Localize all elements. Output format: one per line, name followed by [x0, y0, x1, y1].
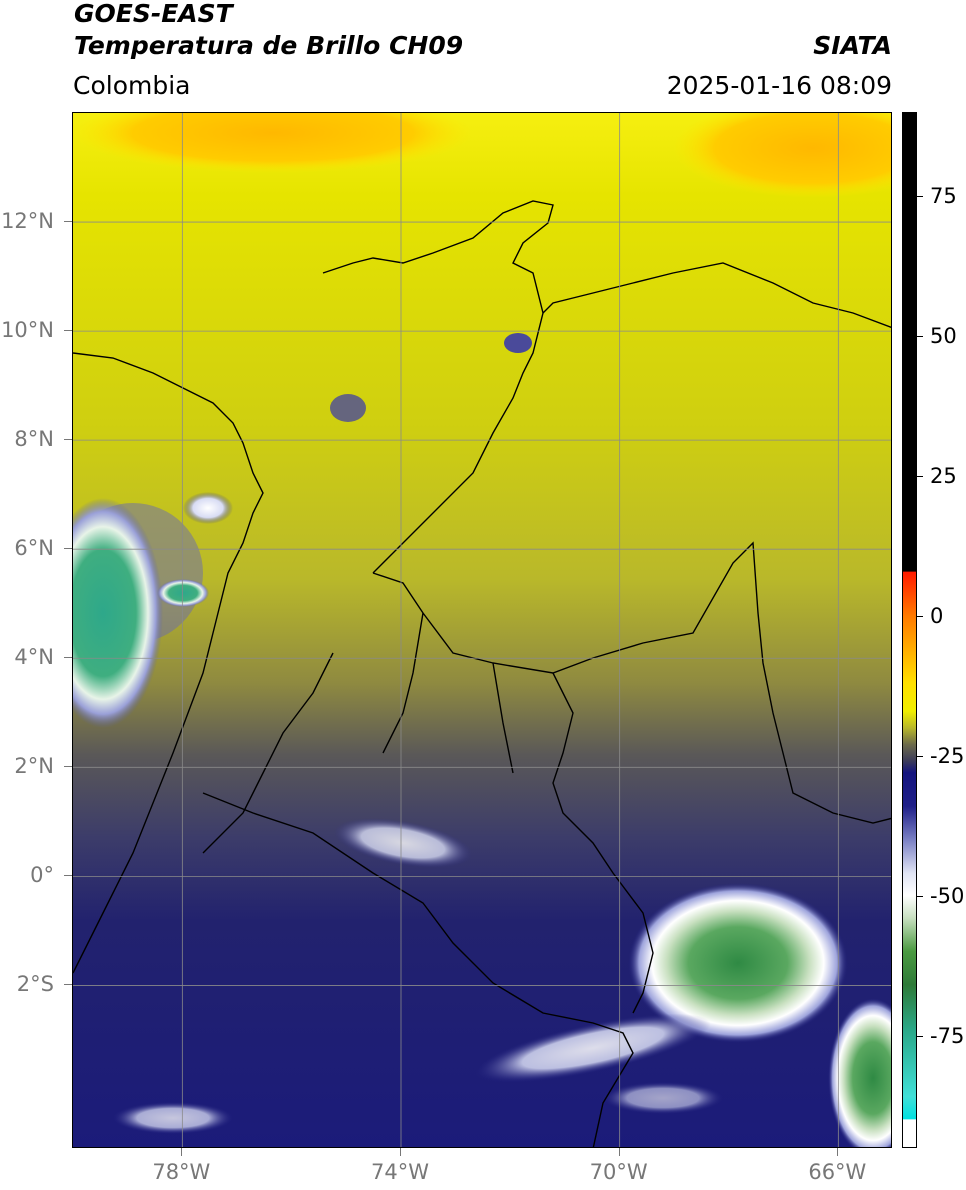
convective-storm	[828, 998, 891, 1147]
colorbar-tick-mark	[917, 896, 923, 897]
colorbar-tick-mark	[917, 336, 923, 337]
latitude-tick-label: 10°N	[1, 318, 54, 343]
cloud-band	[475, 1013, 711, 1083]
colorbar-tick-mark	[917, 1036, 923, 1037]
longitude-tick-mark	[837, 1148, 839, 1156]
colorbar-tick-label: -75	[930, 1024, 965, 1048]
colorbar-tick-mark	[917, 196, 923, 197]
convective-storm	[628, 883, 848, 1043]
latitude-tick-mark	[64, 330, 72, 332]
cloud-band	[333, 818, 473, 868]
datetime-label: 2025-01-16 08:09	[666, 71, 892, 100]
convective-cloud	[73, 498, 163, 728]
latitude-tick-mark	[64, 439, 72, 441]
region-label: Colombia	[73, 71, 191, 100]
convective-cloud	[183, 492, 233, 524]
colorbar-tick-label: 25	[930, 464, 957, 488]
longitude-tick-label: 70°W	[589, 1160, 648, 1184]
latitude-tick-label: 2°N	[14, 754, 54, 779]
cloud-band	[603, 1082, 723, 1114]
latitude-tick-mark	[64, 766, 72, 768]
longitude-tick-label: 78°W	[152, 1160, 211, 1184]
latitude-tick-label: 2°S	[16, 972, 54, 997]
latitude-tick-mark	[64, 657, 72, 659]
colorbar-tick-label: 0	[930, 604, 944, 628]
longitude-tick-label: 74°W	[371, 1160, 429, 1184]
latitude-tick-mark	[64, 984, 72, 986]
colorbar-tick-mark	[917, 756, 923, 757]
longitude-tick-mark	[400, 1148, 401, 1156]
brightness-temperature-map	[73, 113, 891, 1147]
latitude-tick-label: 4°N	[14, 645, 54, 670]
latitude-tick-mark	[64, 221, 72, 223]
longitude-tick-mark	[181, 1148, 183, 1156]
colorbar-tick-label: -50	[930, 884, 965, 908]
colorbar-tick-label: 50	[930, 324, 957, 348]
latitude-tick-label: 12°N	[1, 209, 54, 234]
latitude-tick-label: 6°N	[14, 536, 54, 561]
cold-spot	[504, 333, 532, 353]
map-title: GOES-EAST	[74, 0, 233, 28]
colorbar-tick-label: 75	[930, 184, 957, 208]
cold-spot	[330, 394, 366, 422]
convective-cloud	[157, 579, 209, 607]
cloud-band	[113, 1102, 233, 1134]
organization-label: SIATA	[813, 31, 892, 60]
colorbar	[902, 112, 917, 1148]
warm-area	[73, 113, 473, 173]
gridlines	[73, 113, 891, 1147]
colorbar-tick-label: -25	[930, 744, 965, 768]
coastlines-borders	[73, 200, 891, 1147]
latitude-tick-label: 8°N	[14, 427, 54, 452]
satellite-map-panel	[72, 112, 892, 1148]
warm-area	[673, 113, 891, 198]
latitude-tick-mark	[64, 548, 72, 550]
latitude-tick-mark	[64, 875, 72, 877]
map-subtitle: Temperatura de Brillo CH09	[74, 31, 464, 60]
colorbar-tick-mark	[917, 616, 923, 617]
longitude-tick-mark	[618, 1148, 620, 1156]
longitude-tick-label: 66°W	[808, 1160, 867, 1184]
colorbar-tick-mark	[917, 476, 923, 477]
latitude-tick-label: 0°	[30, 863, 54, 888]
